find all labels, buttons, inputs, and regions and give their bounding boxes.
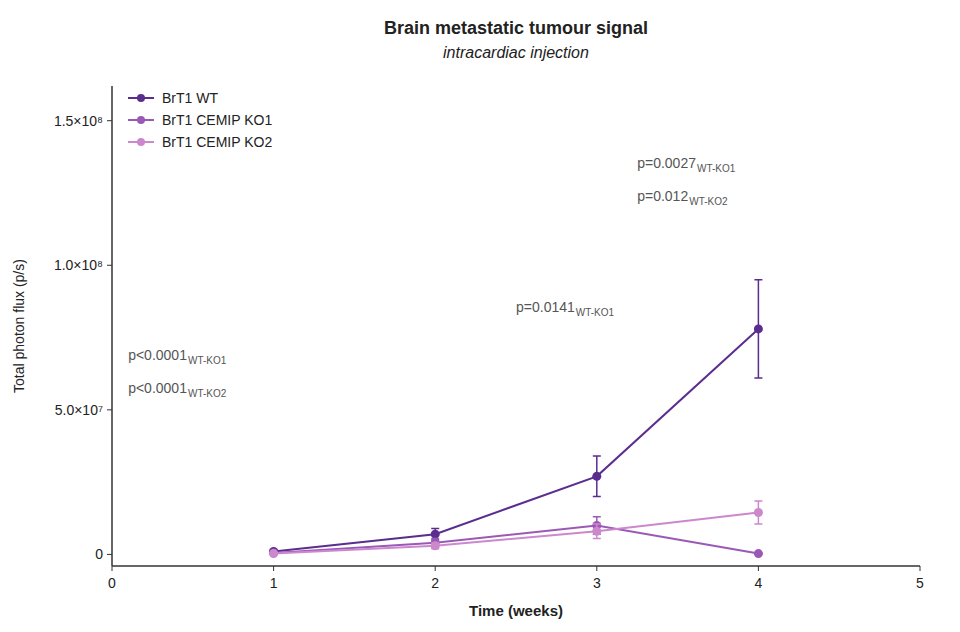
- annotation: p=0.012: [637, 188, 688, 204]
- x-tick-label: 4: [755, 575, 763, 591]
- error-bar: [593, 524, 601, 538]
- y-tick-label: 5.0×10⁷: [55, 402, 103, 418]
- y-tick: [107, 554, 112, 555]
- annotation-subscript: WT-KO2: [188, 388, 227, 399]
- chart: Brain metastatic tumour signal intracardi…: [0, 0, 960, 632]
- x-axis-label: Time (weeks): [469, 602, 563, 619]
- legend-entry: BrT1 CEMIP KO2: [162, 134, 272, 150]
- title: Brain metastatic tumour signal: [384, 18, 648, 38]
- y-tick-label: 1.5×10⁸: [54, 113, 103, 129]
- point: [269, 548, 278, 557]
- point: [754, 508, 763, 517]
- point: [754, 549, 763, 558]
- y-tick-label: 0: [95, 546, 103, 562]
- error-bar: [754, 280, 762, 378]
- series-line: [274, 513, 759, 554]
- y-axis-line: [111, 86, 113, 566]
- series: [269, 501, 763, 558]
- x-tick: [758, 566, 759, 571]
- y-axis-label: Total photon flux (p/s): [11, 259, 27, 393]
- x-tick: [596, 566, 597, 571]
- legend-swatch-marker: [137, 138, 145, 146]
- y-tick-label: 1.0×10⁸: [54, 257, 103, 273]
- x-tick-label: 5: [916, 575, 924, 591]
- x-tick-label: 0: [108, 575, 116, 591]
- legend-swatch-marker: [137, 94, 145, 102]
- point: [431, 541, 440, 550]
- annotation-subscript: WT-KO1: [188, 355, 227, 366]
- x-tick: [273, 566, 274, 571]
- annotation-subscript: WT-KO1: [697, 163, 736, 174]
- point: [592, 527, 601, 536]
- point: [592, 472, 601, 481]
- x-tick: [435, 566, 436, 571]
- y-tick: [107, 265, 112, 266]
- annotations: p<0.0001WT-KO1p<0.0001WT-KO2p=0.0141WT-K…: [128, 155, 736, 400]
- plot-area: [269, 280, 763, 558]
- annotation: p=0.0027: [637, 155, 696, 171]
- error-bar: [754, 501, 762, 524]
- annotation: p<0.0001: [128, 380, 187, 396]
- legend: BrT1 WT BrT1 CEMIP KO1 BrT1 CEMIP KO2: [128, 90, 272, 150]
- series: [269, 280, 763, 556]
- series-line: [274, 329, 759, 552]
- legend-entry: BrT1 CEMIP KO1: [162, 112, 272, 128]
- error-bar: [593, 456, 601, 496]
- y-tick: [107, 409, 112, 410]
- point: [269, 549, 278, 558]
- annotation: p<0.0001: [128, 347, 187, 363]
- x-tick: [112, 566, 113, 571]
- x-tick-label: 2: [431, 575, 439, 591]
- annotation-subscript: WT-KO1: [576, 307, 615, 318]
- x-tick-label: 1: [270, 575, 278, 591]
- annotation-subscript: WT-KO2: [689, 196, 728, 207]
- y-tick: [107, 120, 112, 121]
- legend-swatch-marker: [137, 116, 145, 124]
- subtitle: intracardiac injection: [443, 44, 589, 61]
- annotation: p=0.0141: [516, 299, 575, 315]
- x-tick: [920, 566, 921, 571]
- series: [269, 517, 763, 558]
- point: [754, 324, 763, 333]
- x-axis-line: [112, 565, 920, 567]
- legend-entry: BrT1 WT: [162, 90, 218, 106]
- point: [431, 530, 440, 539]
- x-tick-label: 3: [593, 575, 601, 591]
